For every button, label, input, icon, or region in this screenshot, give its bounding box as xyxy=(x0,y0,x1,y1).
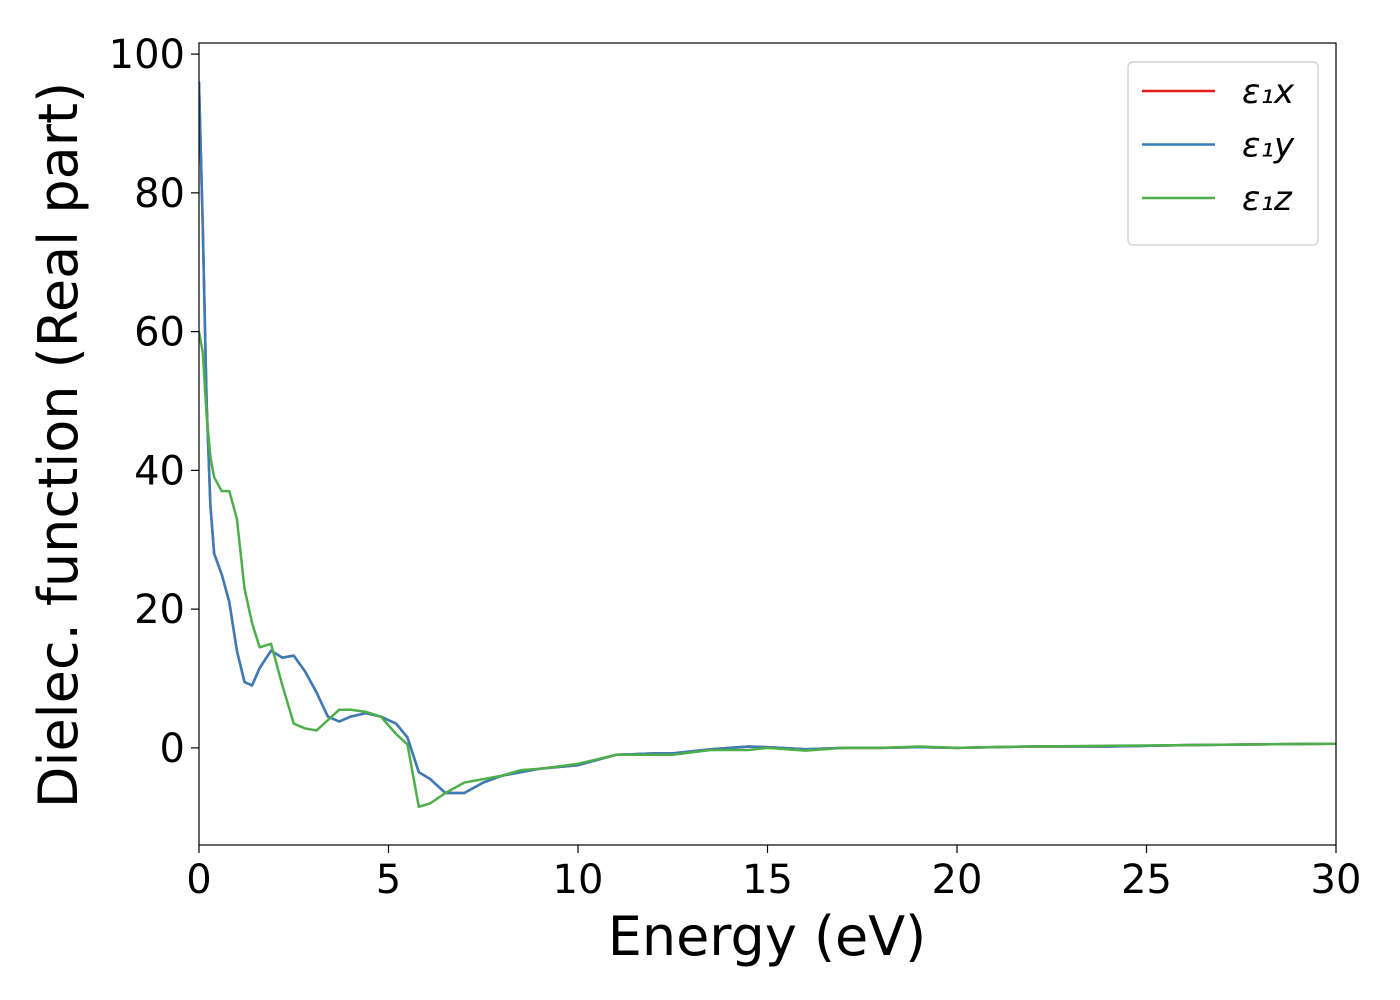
x-tick-label: 30 xyxy=(1311,857,1362,903)
y-tick-label: 0 xyxy=(160,726,185,772)
x-tick-label: 10 xyxy=(553,857,604,903)
x-tick-label: 5 xyxy=(376,857,401,903)
x-tick-label: 25 xyxy=(1121,857,1172,903)
legend-label: ε₁y xyxy=(1242,126,1295,166)
series-line xyxy=(199,331,1336,809)
y-axis-label: Dielec. function (Real part) xyxy=(27,82,90,808)
y-tick-label: 20 xyxy=(134,587,185,633)
y-tick-label: 80 xyxy=(134,171,185,217)
x-tick-label: 0 xyxy=(186,857,211,903)
legend-label: ε₁z xyxy=(1242,179,1293,219)
y-tick-label: 100 xyxy=(109,32,185,78)
x-tick-label: 15 xyxy=(742,857,793,903)
x-tick-label: 20 xyxy=(932,857,983,903)
y-tick-label: 60 xyxy=(134,310,185,356)
plot-frame xyxy=(198,42,1337,846)
legend-label: ε₁x xyxy=(1242,72,1295,112)
y-tick-label: 40 xyxy=(134,448,185,494)
x-axis-label: Energy (eV) xyxy=(608,905,927,968)
